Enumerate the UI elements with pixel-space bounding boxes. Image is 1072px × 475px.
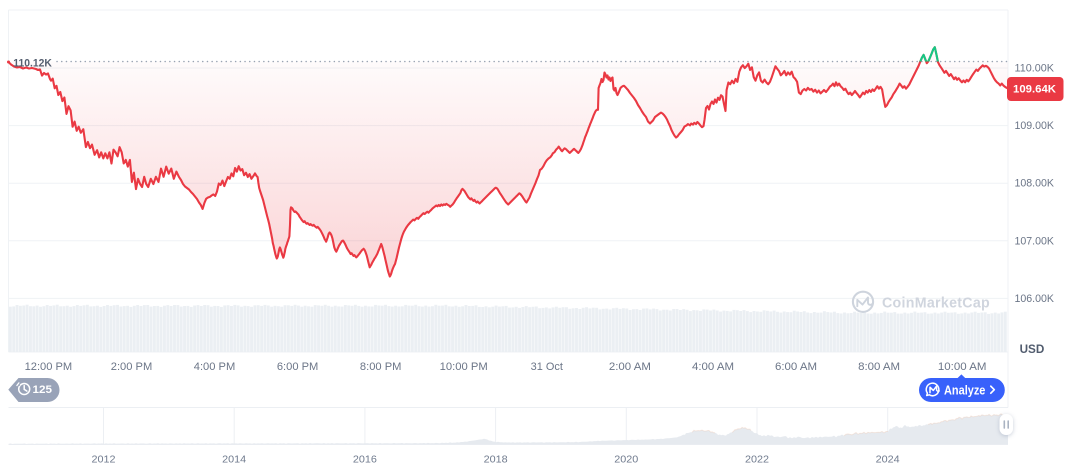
svg-text:4:00 AM: 4:00 AM xyxy=(692,361,734,373)
svg-text:10:00 PM: 10:00 PM xyxy=(440,361,488,373)
svg-text:106.00K: 106.00K xyxy=(1015,293,1055,305)
svg-text:2018: 2018 xyxy=(484,454,508,466)
svg-text:12:00 PM: 12:00 PM xyxy=(25,361,73,373)
svg-text:10:00 AM: 10:00 AM xyxy=(938,361,987,373)
svg-text:2014: 2014 xyxy=(222,454,246,466)
svg-text:6:00 AM: 6:00 AM xyxy=(775,361,817,373)
svg-text:109.00K: 109.00K xyxy=(1015,120,1055,132)
svg-text:6:00 PM: 6:00 PM xyxy=(277,361,319,373)
svg-text:109.64K: 109.64K xyxy=(1013,84,1056,96)
svg-text:Analyze: Analyze xyxy=(944,382,985,397)
svg-text:2012: 2012 xyxy=(92,454,116,466)
svg-text:CoinMarketCap: CoinMarketCap xyxy=(882,295,990,311)
svg-text:4:00 PM: 4:00 PM xyxy=(194,361,236,373)
svg-text:2:00 PM: 2:00 PM xyxy=(111,361,153,373)
svg-text:107.00K: 107.00K xyxy=(1015,235,1055,247)
svg-text:110.12K: 110.12K xyxy=(13,57,52,69)
svg-text:2020: 2020 xyxy=(614,454,638,466)
svg-text:2022: 2022 xyxy=(745,454,769,466)
svg-text:USD: USD xyxy=(1020,342,1045,356)
svg-text:8:00 AM: 8:00 AM xyxy=(858,361,900,373)
svg-text:110.00K: 110.00K xyxy=(1015,63,1055,75)
svg-text:31 Oct: 31 Oct xyxy=(531,361,563,373)
svg-text:2016: 2016 xyxy=(353,454,377,466)
svg-text:125: 125 xyxy=(33,384,53,396)
svg-text:8:00 PM: 8:00 PM xyxy=(360,361,402,373)
svg-text:2:00 AM: 2:00 AM xyxy=(609,361,651,373)
svg-text:108.00K: 108.00K xyxy=(1015,178,1055,190)
svg-text:2024: 2024 xyxy=(876,454,900,466)
